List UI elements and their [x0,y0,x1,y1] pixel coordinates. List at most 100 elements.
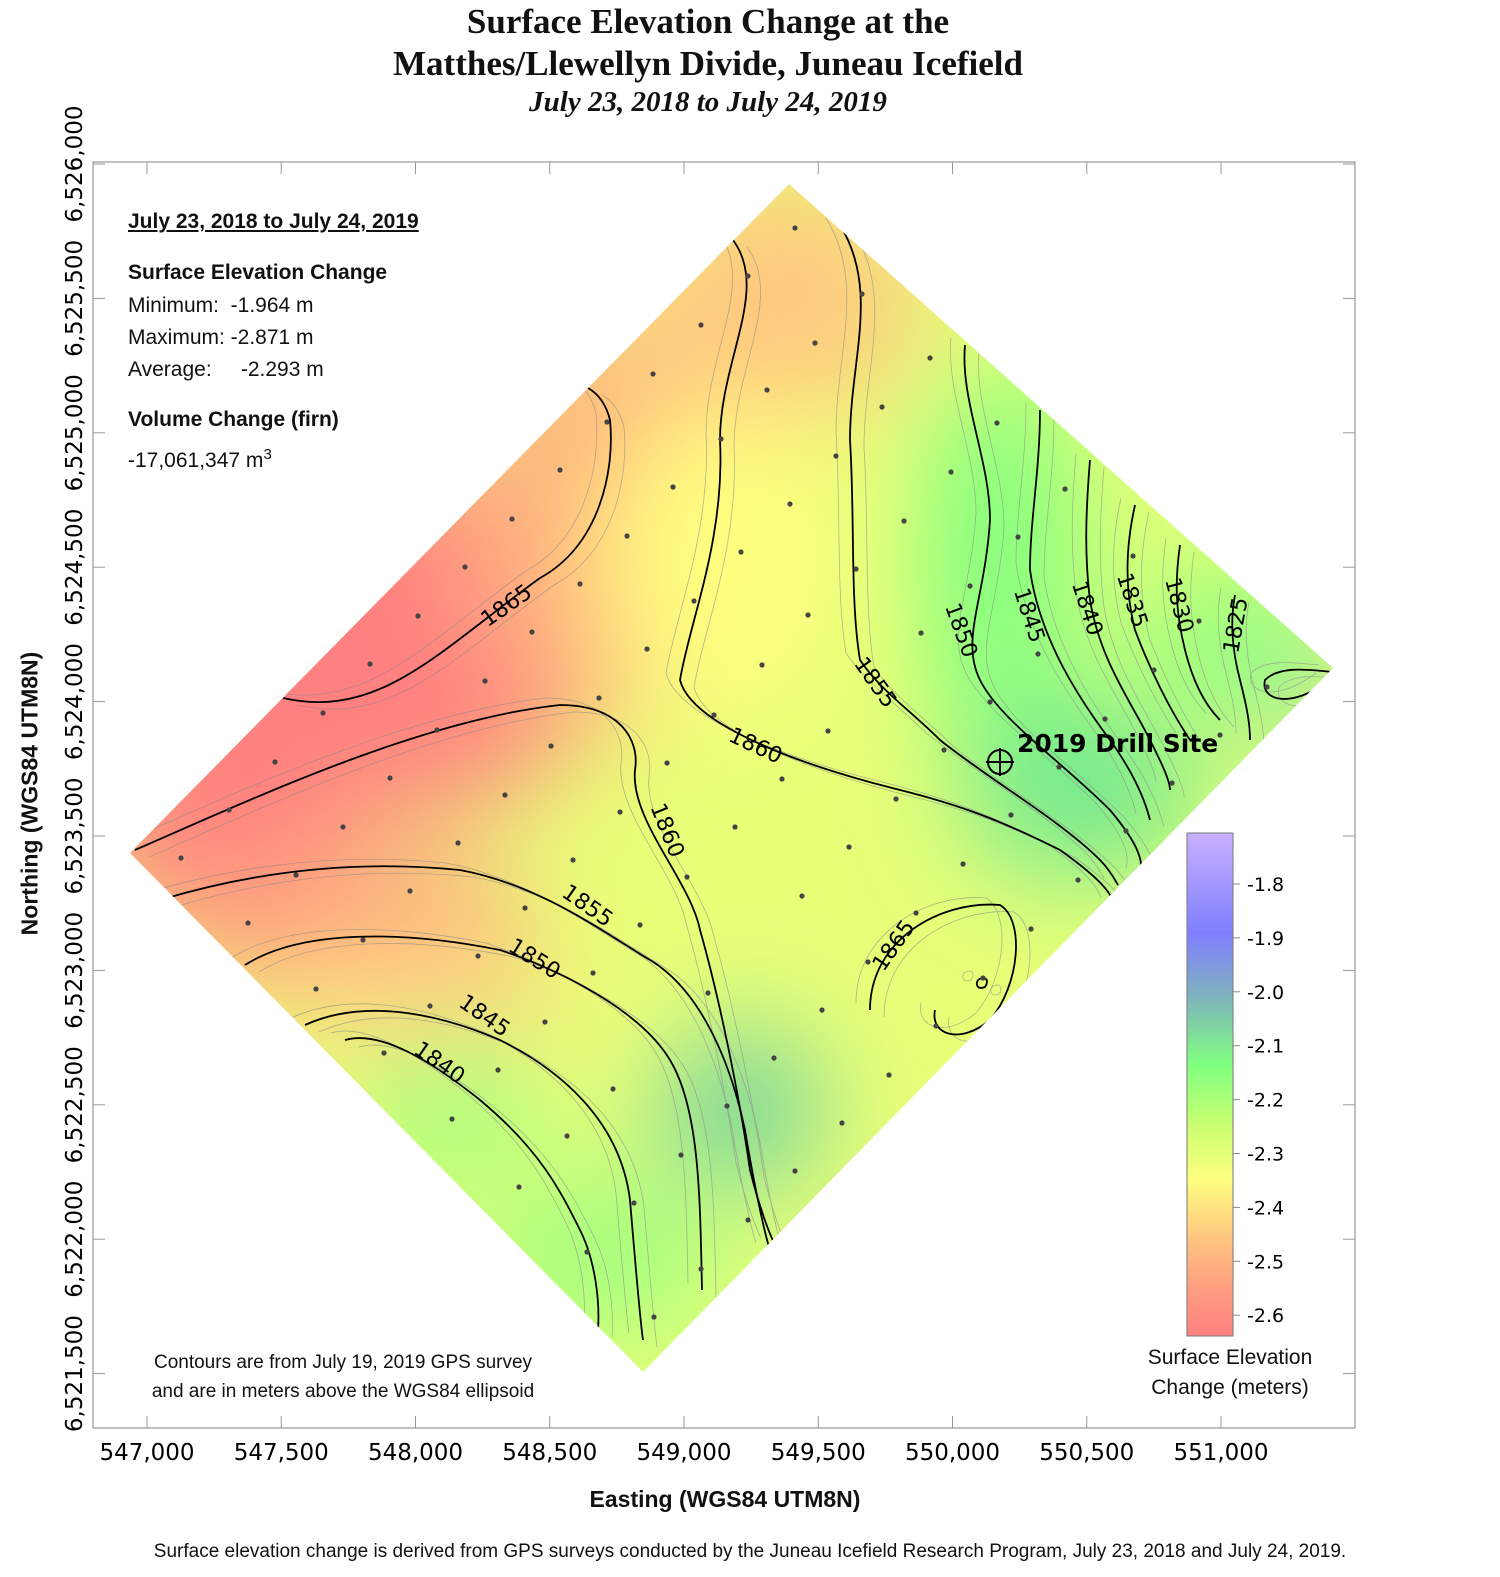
info-maximum: Maximum: -2.871 m [128,326,314,349]
survey-point [529,629,535,635]
minor-contour [978,351,1156,883]
colorbar-title-line1: Surface Elevation [1147,1346,1313,1369]
contour-1835-east [1126,504,1191,741]
survey-point [178,855,184,861]
title-line-2: Matthes/Llewellyn Divide, Juneau Icefiel… [393,44,1023,83]
colorbar-tick-label: -2.5 [1247,1251,1284,1273]
colorbar-ticks: -1.8 -1.9 -2.0 -2.1 -2.2 -2.3 -2.4 -2.5 -2.6 [1233,874,1284,1327]
survey-point [407,888,413,894]
plot-frame [92,161,1356,1429]
survey-point [272,759,278,765]
survey-point [1151,667,1157,673]
survey-point [482,678,488,684]
minor-contour [290,1003,630,1334]
y-tick-label: 6,523,000 [62,912,88,1029]
survey-point [637,922,643,928]
x-tick-label: 551,000 [1173,1440,1268,1466]
survey-point [542,1019,548,1025]
survey-point [1035,651,1041,657]
survey-point [779,776,785,782]
minor-contour [130,697,762,1239]
y-tick-label: 6,526,000 [62,105,88,222]
minor-contour [825,217,1105,879]
elevation-change-surface [130,184,1333,1372]
survey-point [1264,684,1270,690]
axis-ticks: 547,000 547,500 548,000 548,500 549,000 549,5… [62,105,1355,1466]
survey-point [381,1050,387,1056]
survey-point [839,1120,845,1126]
info-average: Average: -2.293 m [128,358,324,381]
y-tick-label: 6,524,000 [62,643,88,760]
info-sec-heading: Surface Elevation Change [128,261,388,284]
survey-point [805,612,811,618]
info-period: July 23, 2018 to July 24, 2019 [128,210,419,233]
contour-1840-west [344,1037,600,1331]
survey-point [879,404,885,410]
survey-point [684,874,690,880]
minor-contour [145,858,757,1244]
contour-1860-west [134,704,776,1246]
survey-point [698,1266,704,1272]
survey-point [980,975,986,981]
survey-point [771,1055,777,1061]
survey-point [792,225,798,231]
survey-point [893,796,899,802]
info-vol-heading: Volume Change (firn) [128,408,339,431]
contour-1850-west [244,935,703,1291]
survey-point [387,775,393,781]
survey-point [1015,534,1021,540]
survey-point [590,970,596,976]
survey-point [340,824,346,830]
contour-1850-east [963,344,1143,876]
colorbar-tick-label: -2.3 [1247,1144,1284,1166]
minor-contour [173,872,785,1258]
survey-point [651,1314,657,1320]
survey-point [787,501,793,507]
colorbar-tick-label: -2.4 [1247,1197,1284,1219]
survey-point [825,728,831,734]
survey-point [1196,618,1202,624]
info-volume: -17,061,347 m3 [128,446,272,473]
survey-point [705,990,711,996]
contour-1840-east [1085,459,1171,791]
minor-contour [268,380,598,696]
survey-point [1217,732,1223,738]
minor-contour [1113,497,1177,734]
survey-point [886,1072,892,1078]
y-tick-label: 6,525,000 [62,374,88,491]
survey-point [360,937,366,943]
survey-point [913,910,919,916]
colorbar-title-line2: Change (meters) [1151,1376,1309,1399]
survey-point [631,1200,637,1206]
y-tick-label: 6,522,500 [62,1046,88,1163]
survey-point [1169,780,1175,786]
contour-1820-tip [1263,668,1333,700]
survey-point [522,905,528,911]
survey-point [434,727,440,733]
survey-point [1008,812,1014,818]
minor-contour [950,337,1128,869]
y-tick-label: 6,525,500 [62,240,88,357]
contour-note-line1: Contours are from July 19, 2019 GPS surv… [153,1352,533,1373]
minor-contour [855,897,1003,1028]
survey-point [846,844,852,850]
survey-point [691,598,697,604]
survey-point [994,420,1000,426]
minor-contour [1043,416,1165,828]
contour-1855-west [159,865,771,1251]
colorbar [1186,832,1234,1337]
contour-1855-east [839,224,1119,886]
contour-1845-west [304,1009,644,1341]
survey-point [617,809,623,815]
survey-point [764,387,770,393]
survey-point [859,291,865,297]
survey-point [724,1103,730,1109]
minor-contour [990,984,1002,996]
minor-contour [1250,662,1320,693]
footer-note: Surface elevation change is derived from… [153,1541,1347,1562]
survey-point [670,484,676,490]
survey-point [759,662,765,668]
x-tick-label: 549,500 [771,1440,866,1466]
contour-1865-nw [282,387,612,703]
